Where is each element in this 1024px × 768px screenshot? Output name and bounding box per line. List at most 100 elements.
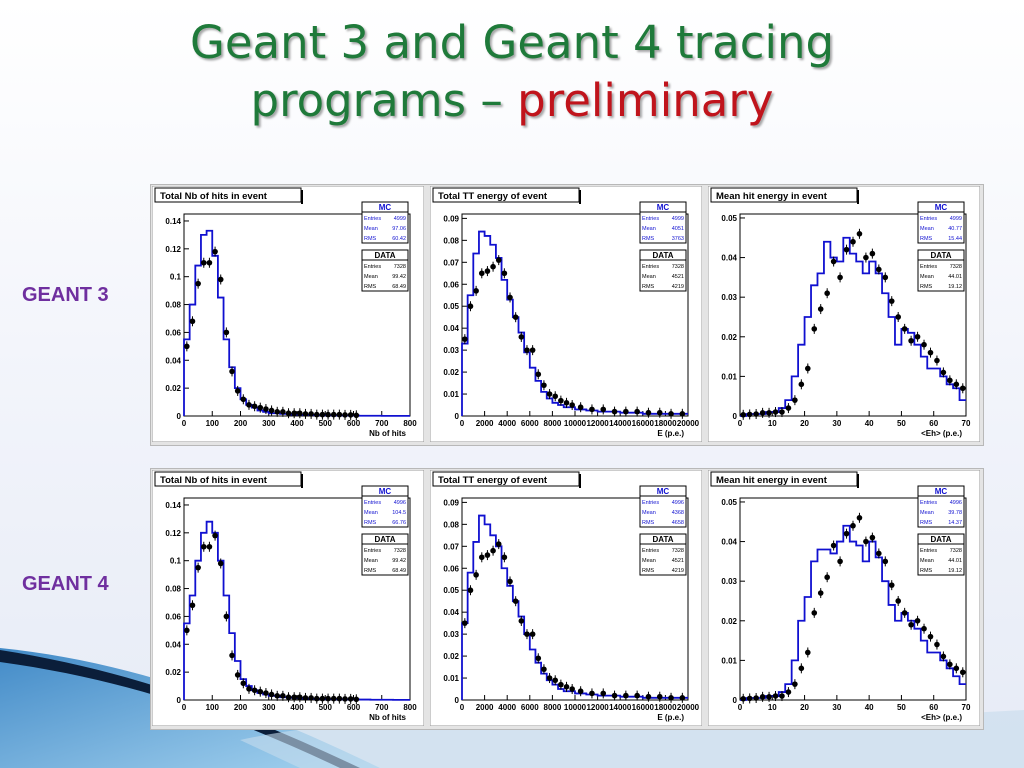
x-tick-label: 800: [403, 419, 417, 428]
data-point: [634, 692, 640, 699]
x-tick-label: 4000: [498, 703, 516, 712]
data-point: [779, 409, 785, 415]
data-point: [501, 270, 508, 277]
data-point: [934, 641, 940, 648]
y-tick-label: 0.03: [443, 630, 459, 639]
x-tick-label: 50: [897, 419, 906, 428]
data-point: [850, 238, 856, 245]
data-point: [285, 410, 292, 417]
x-tick-label: 300: [262, 419, 276, 428]
x-tick-label: 12000: [586, 419, 609, 428]
data-point: [251, 403, 258, 410]
mc-stats-value: 4658: [672, 520, 684, 526]
data-point: [895, 314, 901, 320]
data-point: [895, 598, 901, 604]
data-point: [600, 406, 607, 413]
x-tick-label: 300: [262, 703, 276, 712]
data-point: [217, 276, 224, 283]
plot-title-shadow: [579, 474, 581, 488]
x-tick-label: 0: [460, 419, 465, 428]
mc-stats-title: MC: [935, 487, 948, 496]
data-point: [302, 411, 309, 417]
data-point: [518, 334, 525, 340]
mc-stats-value: 4996: [394, 500, 406, 506]
data-point: [798, 665, 805, 672]
x-tick-label: 10000: [564, 419, 587, 428]
plot-title-shadow: [857, 474, 859, 488]
data-stats-value: 7328: [394, 548, 406, 554]
data-stats-value: 4219: [672, 284, 684, 290]
data-point: [229, 652, 235, 659]
data-stats-value: 7328: [950, 264, 962, 270]
data-point: [518, 618, 525, 624]
y-tick-label: 0.06: [443, 280, 459, 289]
data-point: [863, 538, 869, 545]
data-point: [798, 381, 805, 388]
data-stats-box: [639, 249, 687, 292]
x-tick-label: 0: [738, 419, 743, 428]
data-stats-value: 4219: [672, 568, 684, 574]
x-tick-label: 500: [319, 419, 333, 428]
data-point: [541, 666, 547, 673]
x-tick-label: 70: [962, 419, 971, 428]
data-point: [856, 515, 863, 521]
data-point: [524, 347, 530, 353]
data-stats-key: RMS: [920, 568, 933, 574]
data-point: [246, 402, 252, 408]
y-tick-label: 0.01: [443, 390, 459, 399]
data-stats-title: DATA: [652, 251, 673, 260]
mc-histogram-line: [461, 514, 688, 700]
data-point: [668, 695, 674, 701]
data-stats-box: [917, 249, 965, 292]
data-point: [837, 274, 843, 281]
data-stats-value: 19.12: [948, 284, 962, 290]
data-point: [223, 329, 230, 336]
data-point: [330, 411, 337, 418]
data-point: [524, 631, 530, 637]
data-point: [600, 690, 607, 697]
data-point: [558, 681, 564, 688]
x-tick-label: 70: [962, 703, 971, 712]
data-point: [772, 409, 779, 415]
data-point: [234, 388, 241, 394]
data-point: [200, 259, 207, 266]
x-axis-label: <Eh> (p.e.): [921, 429, 962, 438]
data-point: [353, 412, 360, 419]
x-tick-label: 700: [375, 703, 389, 712]
data-stats-value: 19.12: [948, 568, 962, 574]
data-point: [953, 381, 960, 388]
data-point: [217, 560, 224, 567]
y-tick-label: 0.05: [721, 214, 737, 223]
data-point: [325, 695, 331, 702]
y-tick-label: 0.01: [443, 674, 459, 683]
x-tick-label: 6000: [521, 419, 539, 428]
data-point: [195, 280, 201, 287]
data-point: [805, 649, 811, 656]
y-tick-label: 0.04: [443, 324, 459, 333]
data-point: [901, 326, 908, 332]
mc-stats-value: 3763: [672, 236, 684, 242]
x-axis-label: Nb of hits: [369, 429, 406, 438]
data-point: [325, 411, 331, 418]
data-point: [490, 263, 496, 270]
data-stats-value: 68.49: [392, 568, 406, 574]
data-point: [330, 695, 337, 702]
y-tick-label: 0: [455, 696, 460, 705]
mc-stats-title: MC: [935, 203, 948, 212]
title-highlight: preliminary: [517, 74, 774, 127]
data-point: [467, 587, 474, 594]
data-point: [462, 336, 468, 342]
data-point: [668, 411, 674, 417]
data-stats-key: Mean: [642, 558, 656, 564]
x-tick-label: 10: [768, 419, 777, 428]
y-tick-label: 0.09: [443, 498, 459, 507]
x-tick-label: 700: [375, 419, 389, 428]
y-tick-label: 0.02: [165, 668, 181, 677]
data-point: [740, 696, 747, 702]
data-point: [785, 689, 792, 695]
data-point: [336, 695, 343, 702]
plot-title-shadow: [301, 190, 303, 204]
data-point: [291, 694, 297, 701]
data-point: [313, 695, 320, 702]
data-point: [541, 382, 547, 389]
